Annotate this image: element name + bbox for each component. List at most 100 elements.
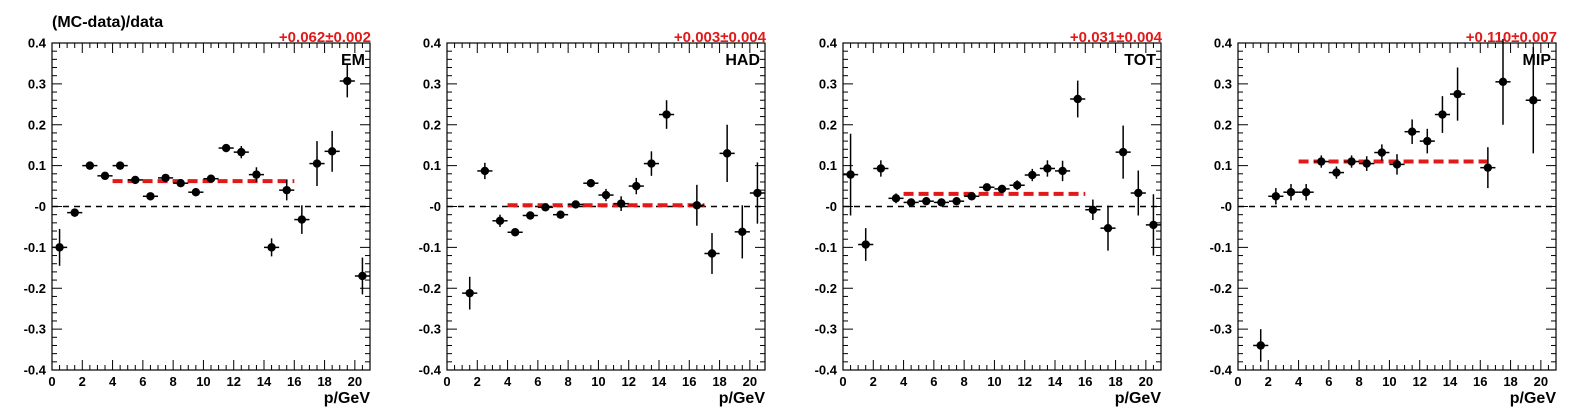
y-tick-label: -0 <box>34 199 46 214</box>
x-tick-label: 6 <box>930 374 937 389</box>
x-tick-label: 8 <box>1356 374 1363 389</box>
data-point <box>191 187 201 197</box>
data-point <box>586 179 596 188</box>
data-point <box>1301 187 1311 197</box>
chart-panel-4: -0.4 -0.3 -0.2 -0.1 -0 0.1 0.2 0.3 0.4 0 2 4 6 8 10 12 1… <box>1210 29 1557 407</box>
x-tick-label: 10 <box>591 374 605 389</box>
data-point <box>1012 181 1022 190</box>
y-tick-label: -0.1 <box>815 240 837 255</box>
data-point <box>1347 157 1356 166</box>
y-tick-label: 0.1 <box>28 158 46 173</box>
data-point <box>146 192 155 201</box>
data-point <box>100 171 110 181</box>
data-point <box>327 147 337 156</box>
x-tick-label: 10 <box>196 374 210 389</box>
chart-panel-1: -0.4 -0.3 -0.2 -0.1 -0 0.1 0.2 0.3 0.4 0 2 4 6 8 10 12 1… <box>24 29 371 407</box>
x-tick-label: 12 <box>621 374 635 389</box>
data-point <box>692 201 702 210</box>
panel-label: MIP <box>1523 52 1552 69</box>
data-point <box>1317 157 1326 166</box>
x-tick-label: 18 <box>712 374 726 389</box>
data-point <box>1529 96 1538 105</box>
x-axis-label: p/GeV <box>324 390 371 407</box>
data-point <box>1483 163 1493 172</box>
data-point <box>237 147 246 157</box>
x-axis-label: p/GeV <box>1115 390 1162 407</box>
fit-result-label: +0.031±0.004 <box>1070 29 1163 46</box>
x-tick-label: 4 <box>504 374 512 389</box>
panel-label: HAD <box>725 52 760 69</box>
data-point <box>1271 192 1281 201</box>
x-tick-label: 0 <box>48 374 55 389</box>
x-tick-label: 14 <box>652 374 667 389</box>
y-tick-label: -0 <box>1220 199 1232 214</box>
x-tick-label: 16 <box>682 374 696 389</box>
data-point <box>891 194 901 203</box>
data-point <box>1498 77 1508 87</box>
y-tick-label: 0.2 <box>1214 117 1232 132</box>
x-tick-label: 0 <box>1234 374 1241 389</box>
data-point <box>131 175 140 185</box>
data-point <box>1377 148 1387 157</box>
y-tick-label: 0.3 <box>1214 76 1232 91</box>
y-tick-label: 0.4 <box>28 36 47 51</box>
fit-result-label: +0.110±0.007 <box>1466 29 1557 46</box>
data-point <box>1118 147 1128 157</box>
x-tick-label: 12 <box>1412 374 1426 389</box>
x-axis-label: p/GeV <box>719 390 766 407</box>
data-point <box>161 173 170 183</box>
data-point <box>967 192 976 201</box>
x-tick-label: 20 <box>1534 374 1548 389</box>
data-point <box>115 161 125 170</box>
data-point <box>1286 187 1296 197</box>
x-tick-label: 16 <box>287 374 301 389</box>
data-point <box>738 227 747 237</box>
fit-result-label: +0.062±0.002 <box>279 29 371 46</box>
x-tick-label: 4 <box>900 374 908 389</box>
x-tick-label: 8 <box>961 374 968 389</box>
y-tick-label: 0.1 <box>1214 158 1232 173</box>
data-point <box>55 243 64 252</box>
data-point <box>85 161 95 170</box>
data-point <box>906 198 916 207</box>
data-point <box>601 190 611 200</box>
data-point <box>1438 110 1447 119</box>
data-point <box>221 143 231 153</box>
panel-label: TOT <box>1124 52 1156 69</box>
data-point <box>1256 341 1265 350</box>
data-point <box>571 200 580 209</box>
figure-ylabel: (MC-data)/data <box>52 14 163 31</box>
x-tick-label: 2 <box>474 374 481 389</box>
y-tick-label: -0 <box>429 199 441 214</box>
data-point <box>1073 94 1082 104</box>
data-point <box>616 199 626 208</box>
x-tick-label: 14 <box>1443 374 1458 389</box>
data-point <box>1332 168 1341 177</box>
y-tick-label: -0.4 <box>1210 363 1233 378</box>
data-point <box>1392 160 1402 169</box>
panel-label: EM <box>341 52 365 69</box>
y-tick-label: -0.3 <box>1210 322 1232 337</box>
y-tick-label: 0.2 <box>819 117 837 132</box>
data-point <box>1407 127 1417 136</box>
data-point <box>1453 89 1462 99</box>
x-tick-label: 10 <box>987 374 1001 389</box>
data-point <box>358 271 367 281</box>
y-tick-label: 0.3 <box>819 76 837 91</box>
data-point <box>861 240 870 249</box>
y-tick-label: 0.3 <box>28 76 46 91</box>
data-point <box>465 288 474 298</box>
chart-panel-2: -0.4 -0.3 -0.2 -0.1 -0 0.1 0.2 0.3 0.4 0 2 4 6 8 10 12 1… <box>419 29 767 407</box>
data-point <box>952 196 961 206</box>
x-tick-label: 12 <box>226 374 240 389</box>
x-tick-label: 16 <box>1473 374 1487 389</box>
x-tick-label: 4 <box>109 374 117 389</box>
data-point <box>1028 170 1037 180</box>
data-point <box>541 203 550 212</box>
x-tick-label: 18 <box>1503 374 1517 389</box>
data-point <box>1058 166 1067 176</box>
y-tick-label: -0.2 <box>815 281 837 296</box>
panels: -0.4 -0.3 -0.2 -0.1 -0 0.1 0.2 0.3 0.4 0 2 4 6 8 10 12 1… <box>24 29 1557 407</box>
data-point <box>312 159 322 168</box>
